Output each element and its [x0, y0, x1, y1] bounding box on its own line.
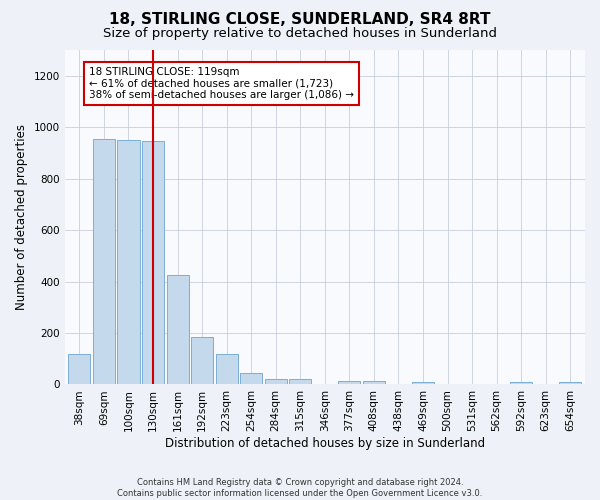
Bar: [93, 139, 115, 384]
X-axis label: Distribution of detached houses by size in Sunderland: Distribution of detached houses by size …: [165, 437, 485, 450]
Bar: [265, 380, 287, 384]
Text: 18 STIRLING CLOSE: 119sqm
← 61% of detached houses are smaller (1,723)
38% of se: 18 STIRLING CLOSE: 119sqm ← 61% of detac…: [89, 66, 354, 100]
Bar: [559, 382, 581, 384]
Bar: [167, 275, 188, 384]
Bar: [142, 142, 164, 384]
Bar: [289, 380, 311, 384]
Bar: [215, 354, 238, 384]
Bar: [338, 380, 361, 384]
Text: 18, STIRLING CLOSE, SUNDERLAND, SR4 8RT: 18, STIRLING CLOSE, SUNDERLAND, SR4 8RT: [109, 12, 491, 28]
Bar: [240, 373, 262, 384]
Text: Contains HM Land Registry data © Crown copyright and database right 2024.
Contai: Contains HM Land Registry data © Crown c…: [118, 478, 482, 498]
Y-axis label: Number of detached properties: Number of detached properties: [15, 124, 28, 310]
Text: Size of property relative to detached houses in Sunderland: Size of property relative to detached ho…: [103, 28, 497, 40]
Bar: [68, 354, 91, 384]
Bar: [191, 337, 213, 384]
Bar: [363, 380, 385, 384]
Bar: [412, 382, 434, 384]
Bar: [510, 382, 532, 384]
Bar: [118, 140, 140, 384]
